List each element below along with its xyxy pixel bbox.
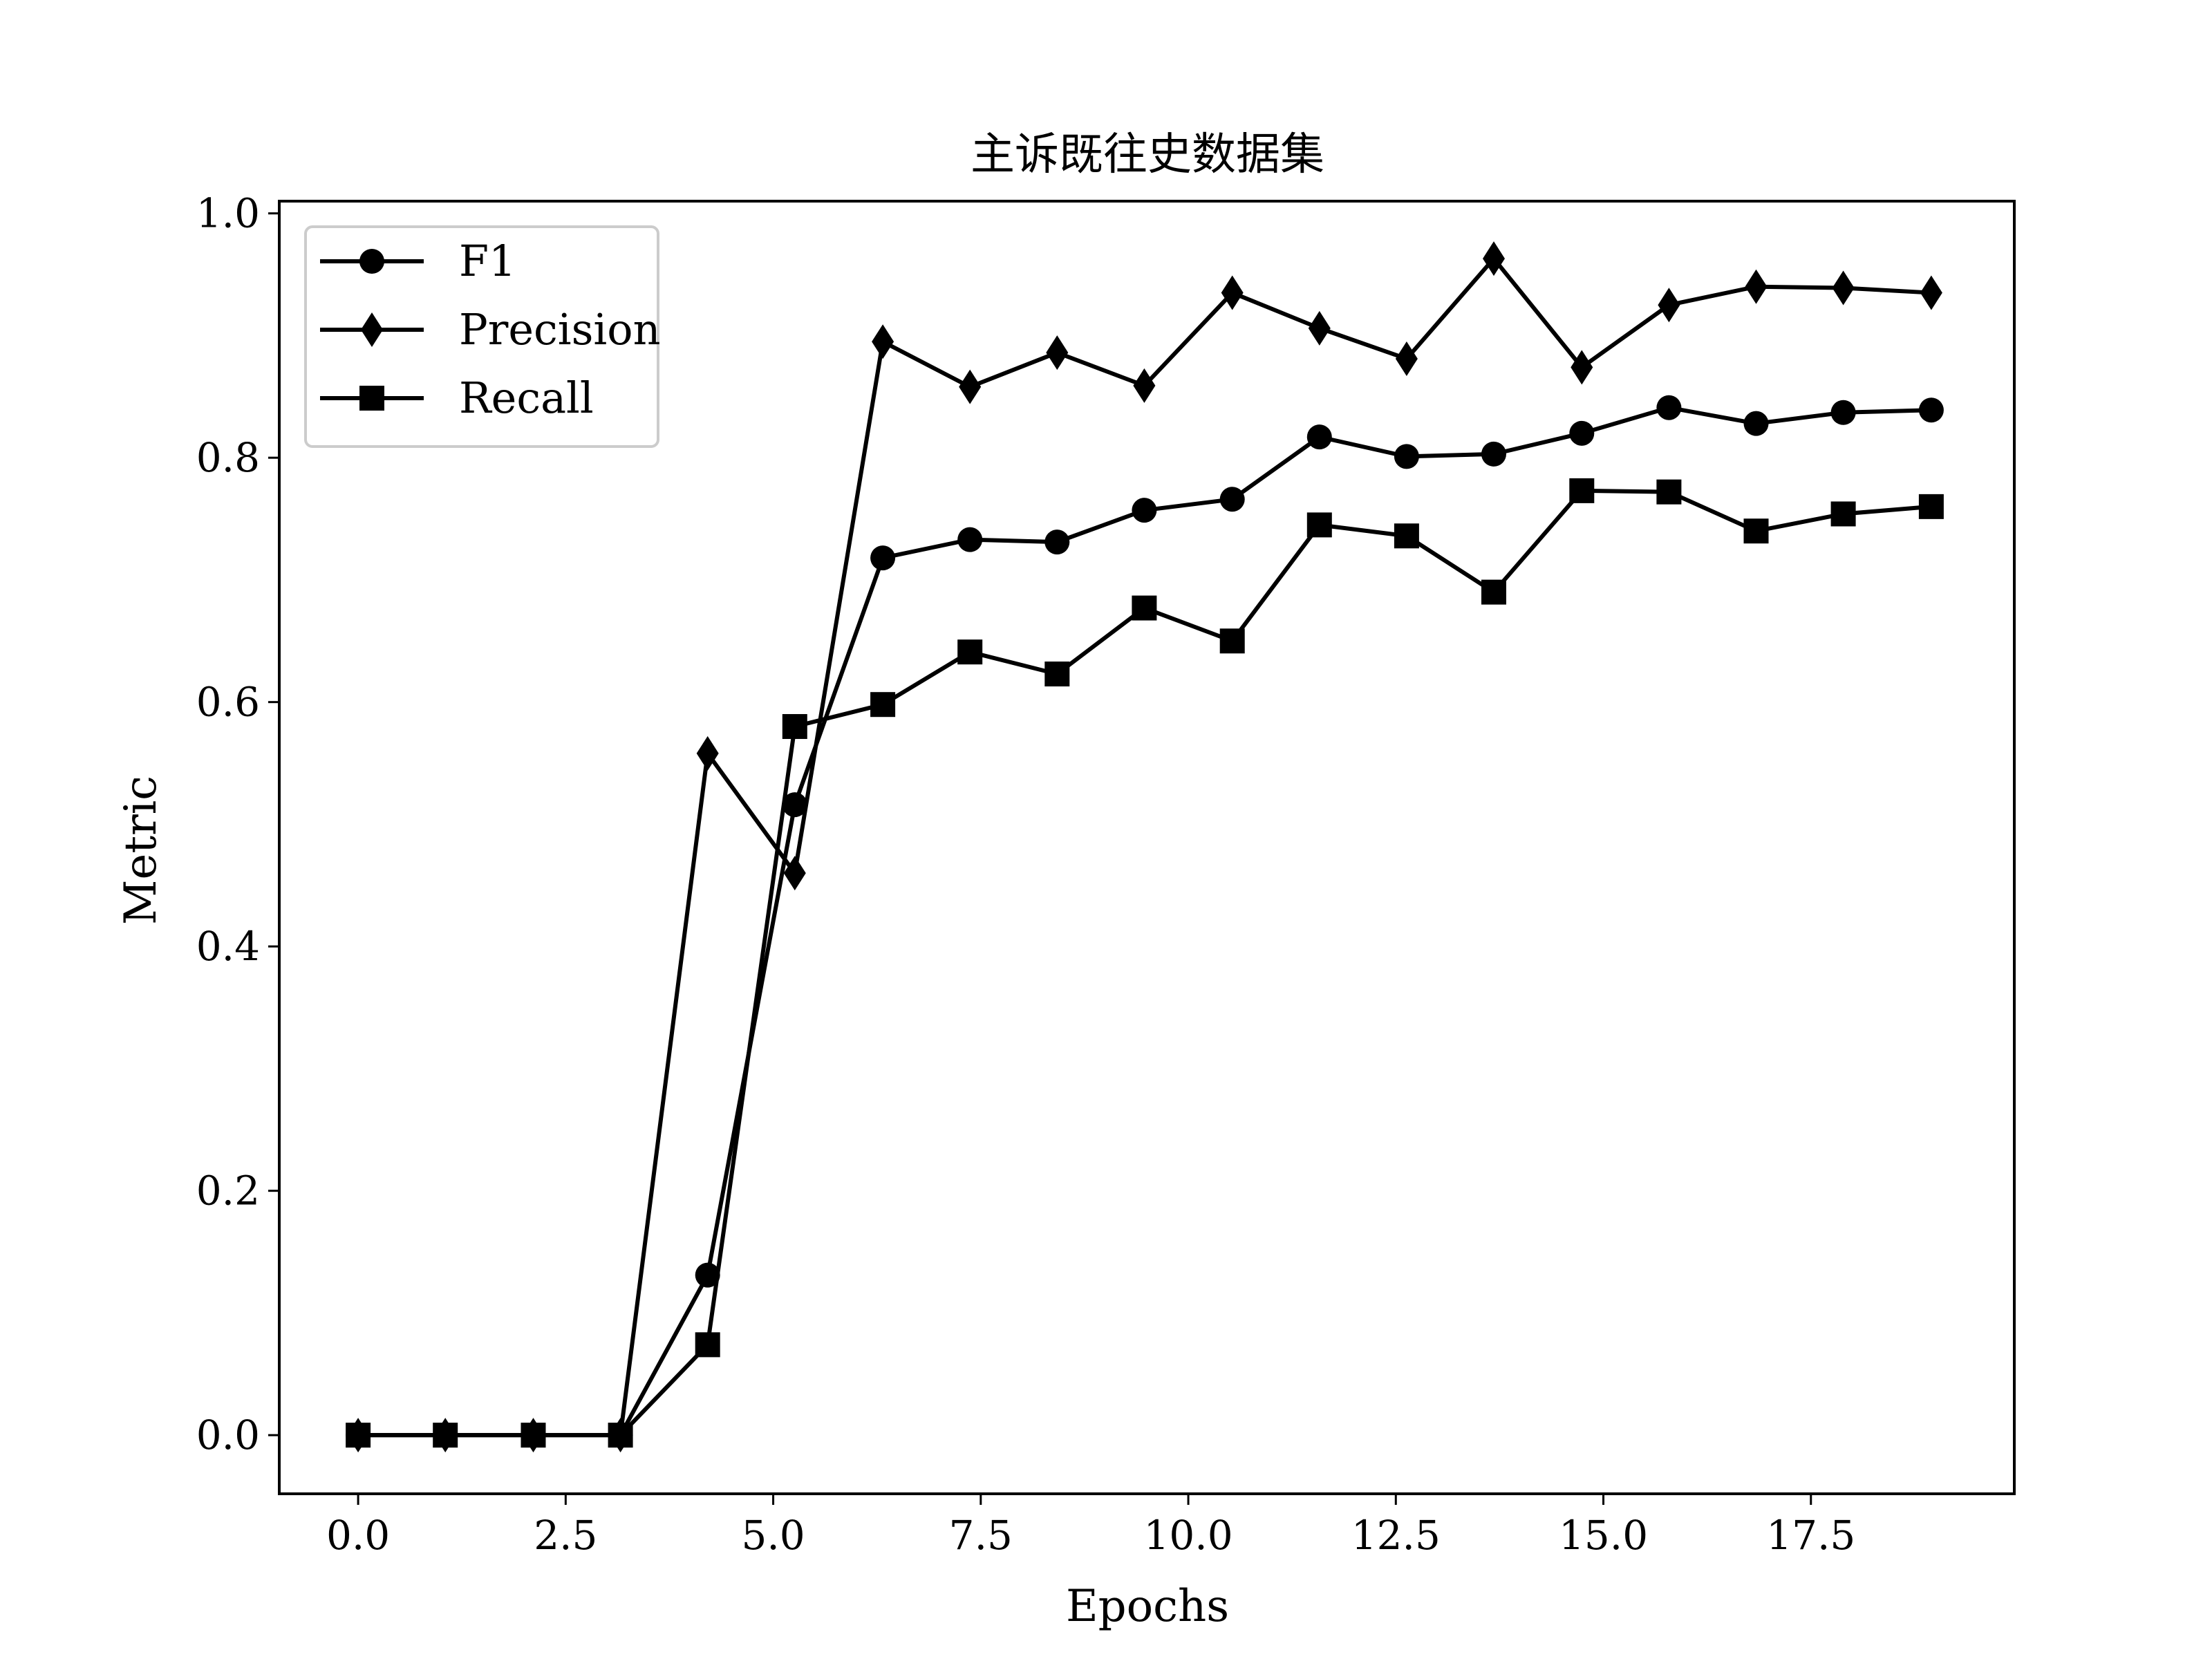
legend-marker-recall xyxy=(359,386,384,411)
data-point-recall xyxy=(1918,494,1944,519)
plot-frame xyxy=(278,200,2016,1495)
data-point-recall xyxy=(1132,595,1157,621)
x-tick-label: 12.5 xyxy=(1351,1512,1441,1559)
x-tick-label: 7.5 xyxy=(949,1512,1013,1559)
legend-marker-f1 xyxy=(359,249,384,274)
data-point-recall xyxy=(782,714,807,740)
data-point-f1 xyxy=(1219,487,1245,512)
data-point-precision xyxy=(1658,288,1680,323)
data-point-f1 xyxy=(1743,411,1769,436)
data-point-recall xyxy=(1743,518,1769,544)
data-point-recall xyxy=(1569,478,1595,503)
legend-box xyxy=(304,225,659,448)
data-point-precision xyxy=(1832,270,1855,306)
data-point-recall xyxy=(1656,479,1682,505)
data-point-precision xyxy=(696,735,719,771)
legend-label-recall: Recall xyxy=(459,373,594,423)
data-point-f1 xyxy=(1918,397,1944,423)
data-point-recall xyxy=(870,692,896,718)
plot-markers xyxy=(346,241,1944,1453)
data-point-recall xyxy=(1044,662,1070,687)
x-axis-label: Epochs xyxy=(1066,1581,1229,1632)
data-point-recall xyxy=(1830,501,1856,527)
data-point-recall xyxy=(521,1423,546,1448)
data-point-precision xyxy=(1745,269,1768,304)
data-point-recall xyxy=(957,639,983,665)
y-axis: 0.0 0.2 0.4 0.6 0.8 1.0 xyxy=(196,190,279,1459)
y-tick-label: 0.8 xyxy=(196,434,260,481)
data-point-f1 xyxy=(1044,529,1070,555)
x-axis: 0.0 2.5 5.0 7.5 10.0 12.5 15.0 17.5 xyxy=(326,1494,1855,1559)
data-point-f1 xyxy=(782,792,807,818)
data-point-recall xyxy=(1219,628,1245,654)
data-point-f1 xyxy=(1132,498,1157,523)
data-point-f1 xyxy=(695,1262,720,1288)
y-tick-label: 0.0 xyxy=(196,1412,260,1459)
data-point-recall xyxy=(346,1423,371,1448)
chart-title: 主诉既往史数据集 xyxy=(971,129,1324,180)
x-tick-label: 15.0 xyxy=(1559,1512,1648,1559)
data-point-precision xyxy=(959,369,982,404)
data-point-precision xyxy=(1920,275,1942,310)
data-point-f1 xyxy=(1481,441,1506,467)
x-tick-label: 5.0 xyxy=(741,1512,805,1559)
data-point-precision xyxy=(783,856,806,891)
legend-label-f1: F1 xyxy=(459,236,516,286)
data-point-recall xyxy=(1481,579,1506,605)
data-point-f1 xyxy=(1394,444,1419,469)
data-point-f1 xyxy=(1656,395,1682,420)
y-tick-label: 0.4 xyxy=(196,923,260,970)
data-point-precision xyxy=(1308,310,1331,346)
data-point-recall xyxy=(695,1332,720,1358)
data-point-precision xyxy=(1571,350,1593,385)
x-tick-label: 0.0 xyxy=(326,1512,390,1559)
data-point-precision xyxy=(1221,275,1244,310)
data-point-precision xyxy=(1046,335,1069,371)
data-point-f1 xyxy=(1830,400,1856,425)
data-point-recall xyxy=(1306,512,1332,538)
data-point-f1 xyxy=(957,527,983,552)
legend-label-precision: Precision xyxy=(459,304,661,355)
x-tick-label: 17.5 xyxy=(1766,1512,1855,1559)
y-tick-label: 0.2 xyxy=(196,1168,260,1215)
data-point-f1 xyxy=(870,545,896,571)
x-tick-label: 2.5 xyxy=(534,1512,597,1559)
data-point-precision xyxy=(872,324,894,359)
data-point-precision xyxy=(1133,368,1156,403)
data-point-precision xyxy=(1395,341,1418,377)
legend: F1 Precision Recall xyxy=(304,225,661,448)
data-point-precision xyxy=(1483,241,1505,276)
data-point-recall xyxy=(1394,523,1419,549)
y-tick-label: 1.0 xyxy=(196,190,260,237)
data-point-f1 xyxy=(1569,420,1595,446)
data-point-f1 xyxy=(1306,424,1332,450)
x-tick-label: 10.0 xyxy=(1143,1512,1232,1559)
legend-marker-precision xyxy=(361,312,383,347)
data-point-recall xyxy=(433,1423,458,1448)
y-tick-label: 0.6 xyxy=(196,679,260,726)
y-axis-label: Metric xyxy=(115,776,167,925)
data-point-recall xyxy=(608,1423,633,1448)
